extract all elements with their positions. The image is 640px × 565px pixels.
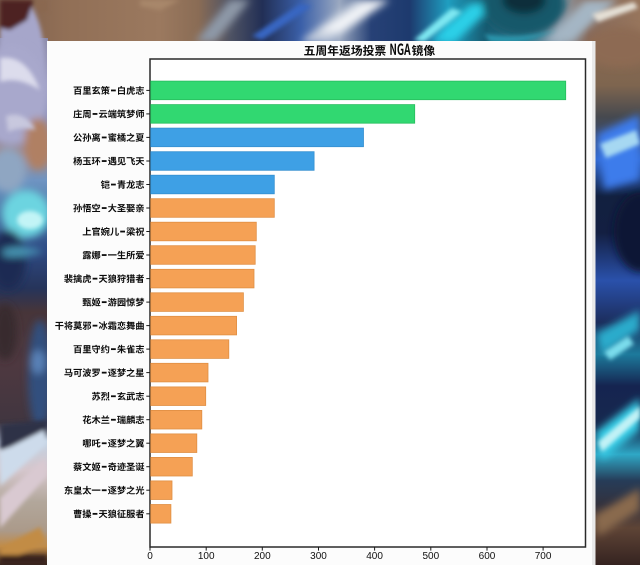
svg-text:0: 0	[147, 551, 153, 562]
svg-text:400: 400	[366, 551, 383, 562]
svg-text:100: 100	[198, 551, 215, 562]
svg-text:300: 300	[310, 551, 327, 562]
svg-text:700: 700	[535, 551, 552, 562]
svg-text:600: 600	[479, 551, 496, 562]
svg-text:500: 500	[422, 551, 439, 562]
svg-text:200: 200	[254, 551, 271, 562]
